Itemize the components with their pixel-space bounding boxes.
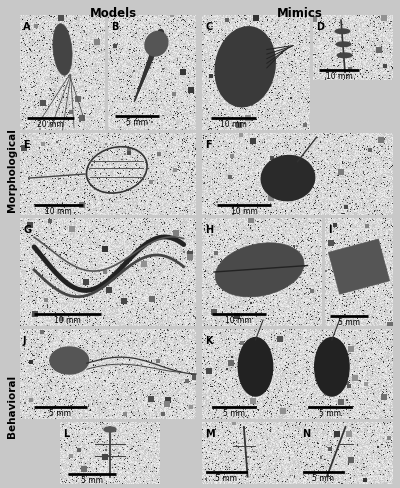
Text: 5 mm: 5 mm — [338, 318, 360, 327]
Text: 5 mm: 5 mm — [50, 409, 72, 418]
Text: 5 mm: 5 mm — [126, 118, 148, 127]
Ellipse shape — [336, 42, 351, 46]
Ellipse shape — [104, 427, 116, 432]
Text: F: F — [205, 140, 212, 150]
Text: 5 mm: 5 mm — [319, 409, 341, 418]
Text: D: D — [316, 22, 324, 32]
Text: 10 mm: 10 mm — [54, 316, 81, 325]
Ellipse shape — [53, 24, 72, 75]
Ellipse shape — [335, 29, 350, 34]
Text: G: G — [23, 225, 31, 235]
Bar — [328, 239, 390, 294]
Ellipse shape — [238, 338, 273, 396]
Text: 5 mm: 5 mm — [312, 474, 334, 483]
Text: 10 mm: 10 mm — [220, 120, 247, 129]
Text: 20 mm: 20 mm — [37, 120, 64, 129]
Ellipse shape — [50, 347, 89, 374]
Text: I: I — [328, 225, 332, 235]
Text: K: K — [205, 336, 212, 346]
Text: 5 mm: 5 mm — [81, 476, 103, 485]
Ellipse shape — [261, 156, 315, 201]
Text: 5 mm: 5 mm — [215, 474, 237, 483]
Text: Morphological: Morphological — [7, 128, 17, 212]
Text: 10 mm: 10 mm — [326, 72, 353, 81]
Ellipse shape — [337, 53, 352, 58]
Text: L: L — [63, 429, 69, 439]
Text: 10 mm: 10 mm — [45, 207, 72, 216]
Text: Behavioral: Behavioral — [7, 375, 17, 438]
Ellipse shape — [215, 243, 304, 297]
Text: 5 mm: 5 mm — [224, 409, 246, 418]
Text: A: A — [23, 22, 30, 32]
Text: Models: Models — [90, 7, 136, 20]
Text: M: M — [205, 429, 215, 439]
Text: J: J — [23, 336, 26, 346]
Text: C: C — [205, 22, 212, 32]
Text: Mimics: Mimics — [277, 7, 323, 20]
Ellipse shape — [145, 32, 168, 56]
Text: B: B — [111, 22, 118, 32]
Ellipse shape — [215, 27, 275, 107]
Text: 10 mm: 10 mm — [231, 207, 257, 216]
Text: E: E — [23, 140, 30, 150]
Ellipse shape — [315, 338, 349, 396]
Text: N: N — [302, 429, 310, 439]
Text: H: H — [205, 225, 213, 235]
Text: 10 mm: 10 mm — [225, 316, 252, 325]
